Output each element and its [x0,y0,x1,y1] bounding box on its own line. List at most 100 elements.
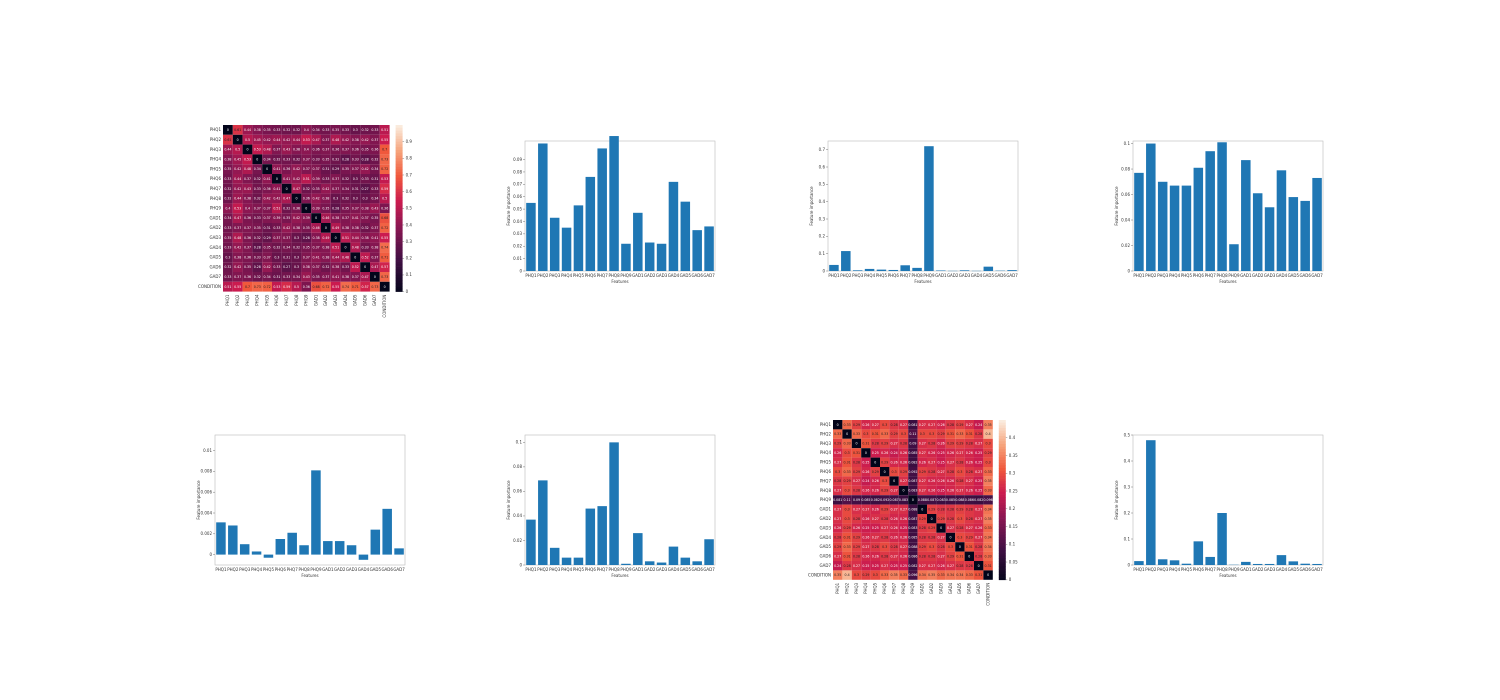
bar-PHQ4 [561,227,572,271]
cell-value: 0.26 [872,507,879,511]
cell-value: 0.28 [853,489,860,493]
heatmap-cell [945,561,956,571]
heatmap-cell [291,193,302,204]
cell-value: 0.51 [303,177,310,181]
cell-value: 0.34 [293,275,300,279]
heatmap-cell [974,467,984,477]
colorbar-segment [998,459,1006,463]
cell-value: 0.37 [322,148,329,152]
heatmap-cell [898,448,909,458]
cell-value: 0.26 [928,489,935,493]
cell-value: 0.28 [891,423,898,427]
row-label: PHQ4 [820,450,832,455]
heatmap-cell [917,476,927,486]
cell-value: 0.31 [322,167,329,171]
cell-value: 0.43 [283,148,290,152]
heatmap-cell [955,570,965,580]
heatmap-cell [242,281,253,292]
heatmap-cell [350,262,361,272]
cell-value: 0.26 [872,554,879,558]
cell-value: 0.37 [352,206,359,210]
cell-value: 0.28 [975,554,982,558]
heatmap-cell [370,164,380,174]
x-tick-label: GAD3 [959,273,971,278]
cell-value: 0.52 [352,265,359,269]
colorbar-segment [998,499,1006,503]
heatmap-cell [917,467,927,477]
cell-value: 0.092 [908,470,917,474]
cell-value: 0.68 [381,216,388,220]
heatmap-cell [842,504,852,514]
heatmap-cell [983,485,993,496]
colorbar-segment [998,435,1006,439]
heatmap-cell [898,504,909,514]
col-label: PHQ6 [274,294,279,306]
cell-value: 0.33 [938,573,945,577]
heatmap-cell [232,213,243,223]
cell-value: 0.32 [293,157,300,161]
cell-value: 0.41 [313,255,320,259]
heatmap-cell [291,174,302,184]
heatmap-cell [311,193,321,204]
colorbar-segment [998,513,1006,517]
heatmap-cell [340,242,351,253]
cell-value: 0.26 [975,526,982,530]
cell-value: 0.088 [908,507,917,511]
heatmap-cell [908,420,918,430]
heatmap-cell [252,144,263,155]
cell-value: 0.35 [342,206,349,210]
heatmap-cell [889,561,899,571]
col-label: PHQ5 [873,582,878,594]
cell-value: 0.26 [938,423,945,427]
cell-value: 0.32 [303,187,310,191]
heatmap-cell [870,523,880,533]
cell-value: 0.41 [264,177,271,181]
colorbar-segment [998,561,1006,565]
colorbar-segment [395,261,403,265]
cell-value: 0.086 [965,498,974,502]
heatmap-cell [360,223,370,233]
cell-value: 0.59 [381,187,388,191]
heatmap-cell [311,154,321,165]
x-tick-label: PHQ1 [525,567,537,572]
cell-value: 0.3 [845,517,850,521]
colorbar-segment [998,497,1006,501]
heatmap-cell [851,542,862,552]
heatmap-cell [908,514,918,524]
cell-value: 0 [295,197,297,201]
heatmap-cell [360,262,370,272]
heatmap-cell [964,542,974,552]
x-tick-label: GAD4 [358,567,370,572]
heatmap-cell [350,281,361,292]
heatmap-cell [301,183,312,194]
heatmap-cell [833,448,843,458]
heatmap-cell [291,144,302,155]
cell-value: 0.37 [313,167,320,171]
cell-value: 0.29 [938,517,945,521]
heatmap-cell [242,252,253,263]
heatmap-cell [945,485,956,496]
col-label: PHQ7 [284,294,289,306]
cell-value: 0.083 [937,498,946,502]
cell-value: 0.26 [891,526,898,530]
cell-value: 0.3 [845,507,850,511]
bar-PHQ1 [526,519,536,565]
heatmap-cell [272,232,282,243]
heatmap-cell [898,561,909,571]
cell-value: 0.4 [245,206,250,210]
heatmap-cell [974,551,984,561]
heatmap-cell [974,532,984,543]
cell-value: 0.27 [862,545,869,549]
cell-value: 0.42 [234,167,241,171]
heatmap-cell [889,438,899,449]
row-label: GAD1 [820,507,832,512]
heatmap-cell [870,438,880,449]
heatmap-cell [927,457,937,467]
cell-value: 0 [846,432,848,436]
x-tick-label: GAD1 [935,273,947,278]
colorbar-tick-label: 0.2 [1009,506,1016,511]
heatmap-cell [945,457,956,467]
cell-value: 0.37 [352,167,359,171]
heatmap-cell [340,262,351,272]
